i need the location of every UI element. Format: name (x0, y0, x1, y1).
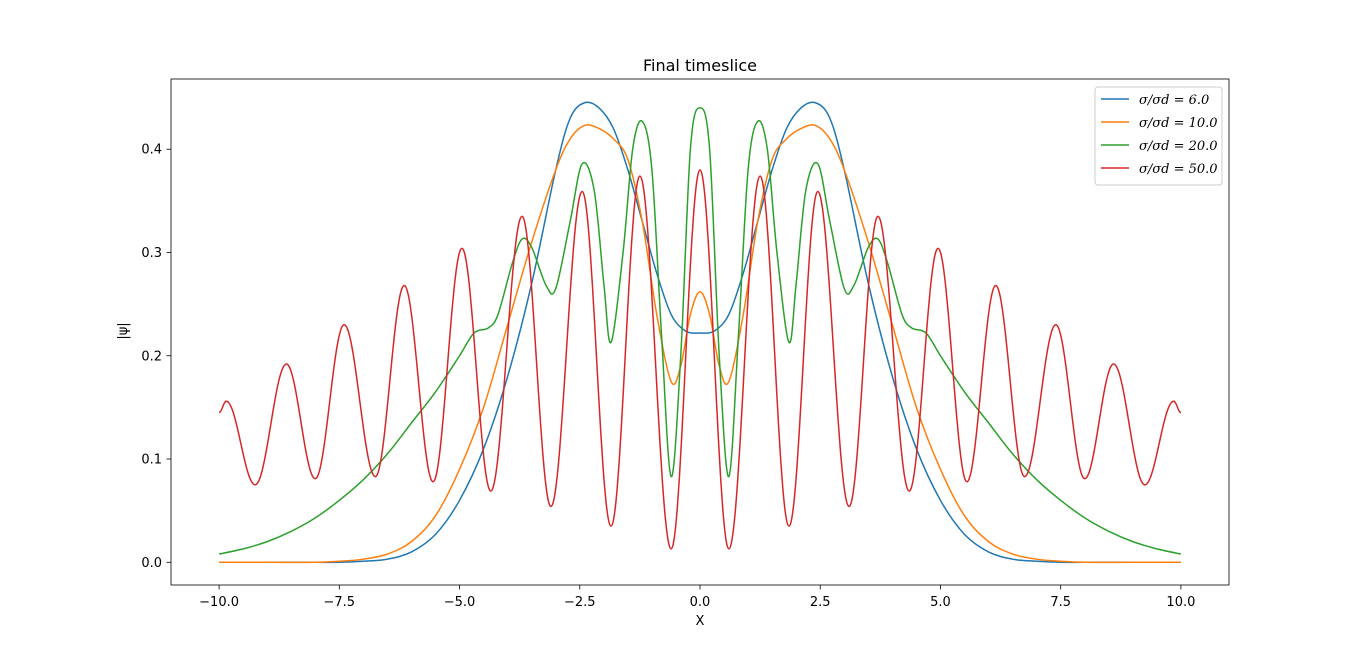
series-line-3 (218, 107, 1182, 555)
x-tick-label: −7.5 (324, 595, 356, 610)
legend-label-4: σ/σd = 50.0 (1139, 162, 1218, 177)
legend: σ/σd = 6.0 σ/σd = 10.0 σ/σd = 20.0 σ/σd = 5… (1094, 86, 1223, 186)
y-tick-label: 0.1 (141, 453, 162, 468)
y-tick-label: 0.2 (141, 349, 162, 364)
x-tick-label: −5.0 (444, 595, 476, 610)
x-axis: −10.0 −7.5 −5.0 −2.5 0.0 2.5 5.0 7.5 10.0 (199, 585, 1195, 610)
y-axis-label: |ψ| (116, 322, 131, 339)
plot-lines (218, 101, 1182, 564)
x-tick-label: 5.0 (930, 595, 951, 610)
legend-label-2: σ/σd = 10.0 (1139, 116, 1218, 131)
y-tick-label: 0.0 (141, 556, 162, 571)
series-line-1 (219, 101, 1181, 564)
x-tick-label: 7.5 (1050, 595, 1071, 610)
x-tick-label: 2.5 (810, 595, 831, 610)
series-line-2 (219, 124, 1181, 564)
y-axis: 0.0 0.1 0.2 0.3 0.4 (141, 143, 171, 571)
x-axis-label: X (696, 614, 705, 629)
x-tick-label: −2.5 (564, 595, 596, 610)
series-line-4 (218, 169, 1182, 550)
x-tick-label: 0.0 (690, 595, 711, 610)
y-tick-label: 0.3 (141, 246, 162, 261)
legend-box (1094, 86, 1223, 186)
y-tick-label: 0.4 (141, 143, 162, 158)
x-tick-label: −10.0 (199, 595, 239, 610)
chart-title: Final timeslice (643, 56, 757, 75)
legend-label-1: σ/σd = 6.0 (1139, 93, 1209, 108)
legend-label-3: σ/σd = 20.0 (1139, 139, 1218, 154)
x-tick-label: 10.0 (1166, 595, 1195, 610)
